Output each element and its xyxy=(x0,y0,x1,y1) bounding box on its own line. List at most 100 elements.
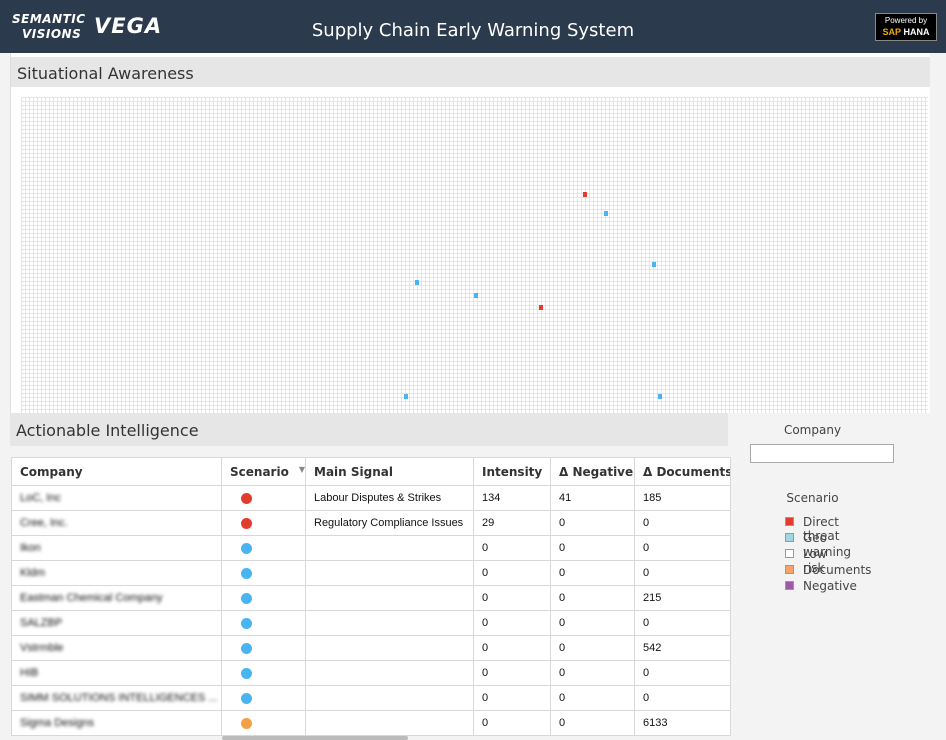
company-cell: Sigma Designs xyxy=(11,710,222,736)
powered-by-sap-hana-badge: Powered by SAP HANA xyxy=(875,13,937,41)
table-row[interactable]: Eastman Chemical Company 0 0 215 xyxy=(11,585,731,611)
intensity-cell: 0 xyxy=(473,535,551,561)
column-header-delta-documents[interactable]: Δ Documents xyxy=(634,457,731,486)
delta-negative-cell: 0 xyxy=(550,585,635,611)
company-filter-label: Company xyxy=(783,423,842,437)
scenario-cell xyxy=(221,660,306,686)
table-header-row: Company Scenario ▼ Main Signal Intensity … xyxy=(11,457,731,486)
horizontal-scrollbar-thumb[interactable] xyxy=(222,736,408,740)
legend-swatch-icon xyxy=(785,533,794,542)
grid-cell-direct-threat[interactable] xyxy=(539,305,543,310)
main-signal-cell xyxy=(305,685,474,711)
delta-documents-cell: 0 xyxy=(634,510,731,536)
grid-cell-direct-threat[interactable] xyxy=(583,192,587,197)
main-signal-cell: Labour Disputes & Strikes xyxy=(305,485,474,511)
delta-negative-cell: 0 xyxy=(550,660,635,686)
scenario-dot-icon xyxy=(241,717,252,729)
main-signal-cell xyxy=(305,560,474,586)
scenario-dot-icon xyxy=(241,592,252,604)
table-row[interactable]: Kldm 0 0 0 xyxy=(11,560,731,586)
logo-line-1: SEMANTIC xyxy=(12,12,86,26)
situational-awareness-header: Situational Awareness xyxy=(11,57,931,87)
table-row[interactable]: Cree, Inc. Regulatory Compliance Issues 29… xyxy=(11,510,731,536)
table-row[interactable]: LoC, Inc Labour Disputes & Strikes 134 41 18… xyxy=(11,485,731,511)
scenario-cell xyxy=(221,560,306,586)
legend-label: Negative xyxy=(803,579,857,593)
table-row[interactable]: HIB 0 0 0 xyxy=(11,660,731,686)
grid-cell-geo-warning[interactable] xyxy=(404,394,408,399)
scenario-dot-icon xyxy=(241,492,252,504)
delta-documents-cell: 215 xyxy=(634,585,731,611)
column-header-delta-negative[interactable]: Δ Negative xyxy=(550,457,635,486)
vertical-scrollbar[interactable] xyxy=(930,53,946,740)
company-cell: Kldm xyxy=(11,560,222,586)
table-body: LoC, Inc Labour Disputes & Strikes 134 41 18… xyxy=(11,485,731,736)
company-cell: SIMM SOLUTIONS INTELLIGENCES ... xyxy=(11,685,222,711)
grid-cell-geo-warning[interactable] xyxy=(652,262,656,267)
scenario-dot-icon xyxy=(241,692,252,704)
column-header-main-signal[interactable]: Main Signal xyxy=(305,457,474,486)
delta-negative-cell: 0 xyxy=(550,635,635,661)
delta-documents-cell: 185 xyxy=(634,485,731,511)
company-filter-input[interactable] xyxy=(750,444,894,463)
column-header-scenario-label: Scenario xyxy=(230,464,289,479)
column-header-company[interactable]: Company xyxy=(11,457,222,486)
table-row[interactable]: SIMM SOLUTIONS INTELLIGENCES ... 0 0 0 xyxy=(11,685,731,711)
delta-negative-cell: 0 xyxy=(550,610,635,636)
main-signal-cell xyxy=(305,535,474,561)
legend-label: Geo warning xyxy=(803,531,852,559)
grid-cell-geo-warning[interactable] xyxy=(415,280,419,285)
badge-hana: HANA xyxy=(903,27,930,37)
main-signal-cell xyxy=(305,610,474,636)
logo-line-2: VISIONS xyxy=(22,27,82,41)
filter-panel: Company Scenario Direct threat Geo warnin… xyxy=(740,413,930,740)
table-row[interactable]: Ikon 0 0 0 xyxy=(11,535,731,561)
actionable-intelligence-title: Actionable Intelligence xyxy=(16,421,199,440)
intensity-cell: 0 xyxy=(473,635,551,661)
delta-documents-cell: 0 xyxy=(634,610,731,636)
legend-label: Direct threat xyxy=(803,515,840,543)
main-signal-cell: Regulatory Compliance Issues xyxy=(305,510,474,536)
grid-cell-geo-warning[interactable] xyxy=(604,211,608,216)
scenario-filter-label: Scenario xyxy=(786,491,839,505)
table-row[interactable]: Vstrmble 0 0 542 xyxy=(11,635,731,661)
company-cell: Ikon xyxy=(11,535,222,561)
company-cell: HIB xyxy=(11,660,222,686)
company-cell: Cree, Inc. xyxy=(11,510,222,536)
badge-sap-hana: SAP HANA xyxy=(876,26,936,38)
intensity-cell: 0 xyxy=(473,660,551,686)
legend-swatch-icon xyxy=(785,517,794,526)
sort-down-icon[interactable]: ▼ xyxy=(298,464,305,474)
delta-documents-cell: 0 xyxy=(634,685,731,711)
intensity-cell: 0 xyxy=(473,685,551,711)
table-row[interactable]: Sigma Designs 0 0 6133 xyxy=(11,710,731,736)
legend-label: Documents xyxy=(803,563,872,577)
main-signal-cell xyxy=(305,585,474,611)
scenario-cell xyxy=(221,685,306,711)
column-header-scenario[interactable]: Scenario ▼ xyxy=(221,457,306,486)
intensity-cell: 0 xyxy=(473,560,551,586)
scenario-dot-icon xyxy=(241,542,252,554)
intensity-cell: 0 xyxy=(473,585,551,611)
delta-negative-cell: 0 xyxy=(550,685,635,711)
grid-cell-geo-warning[interactable] xyxy=(474,293,478,298)
scenario-cell xyxy=(221,710,306,736)
delta-negative-cell: 41 xyxy=(550,485,635,511)
situational-awareness-grid[interactable] xyxy=(21,97,928,413)
grid-cell-geo-warning[interactable] xyxy=(658,394,662,399)
company-cell: SALZBP xyxy=(11,610,222,636)
situational-awareness-panel: Situational Awareness xyxy=(10,53,932,413)
delta-negative-cell: 0 xyxy=(550,710,635,736)
delta-documents-cell: 542 xyxy=(634,635,731,661)
delta-documents-cell: 0 xyxy=(634,660,731,686)
scenario-dot-icon xyxy=(241,642,252,654)
scenario-dot-icon xyxy=(241,617,252,629)
intensity-cell: 0 xyxy=(473,610,551,636)
column-header-intensity[interactable]: Intensity xyxy=(473,457,551,486)
table-row[interactable]: SALZBP 0 0 0 xyxy=(11,610,731,636)
top-bar: SEMANTIC VISIONS VEGA Supply Chain Early… xyxy=(0,0,946,53)
scenario-cell xyxy=(221,635,306,661)
delta-negative-cell: 0 xyxy=(550,560,635,586)
scenario-dot-icon xyxy=(241,667,252,679)
legend-swatch-icon xyxy=(785,565,794,574)
